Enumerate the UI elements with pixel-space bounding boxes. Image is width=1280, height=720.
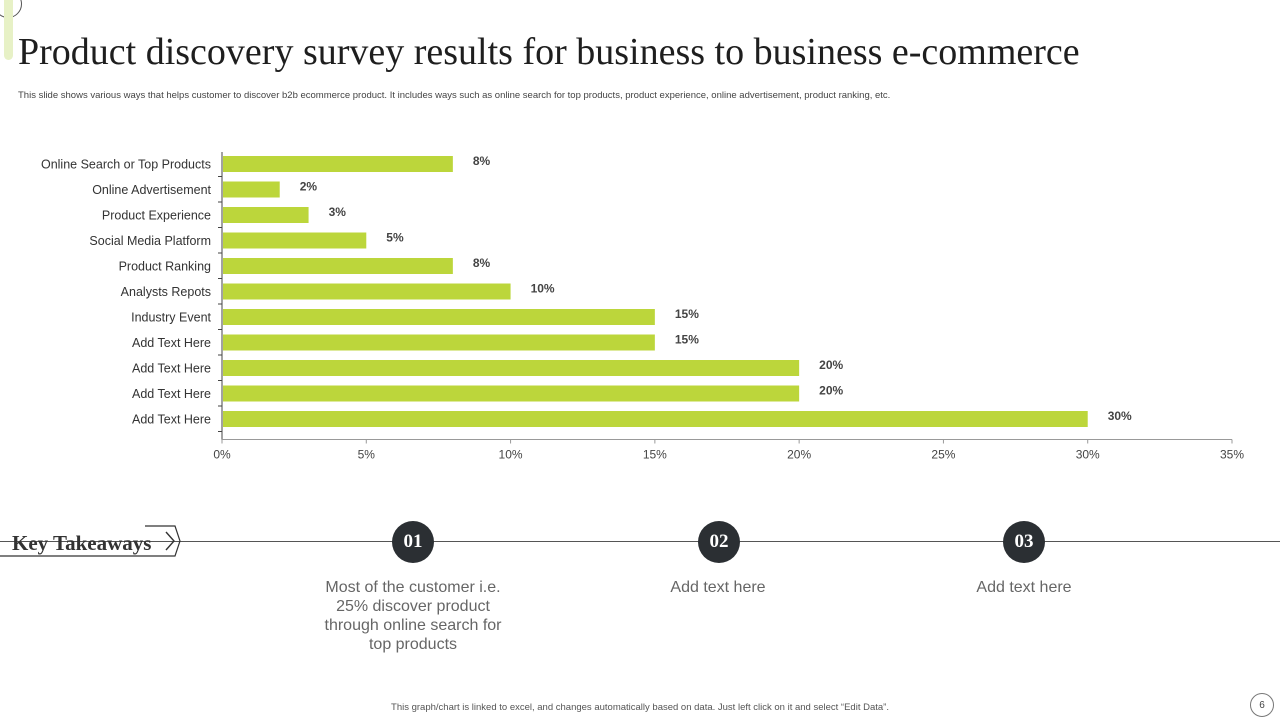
- takeaway-step-2-text: Add text here: [670, 579, 766, 596]
- bar-7[interactable]: [223, 309, 655, 325]
- data-label-2: 2%: [300, 180, 318, 194]
- takeaway-step-1-badge: 01: [392, 521, 434, 563]
- takeaways-label-shape: [0, 525, 181, 557]
- bar-9[interactable]: [223, 360, 800, 376]
- category-label-4: Social Media Platform: [89, 234, 211, 248]
- slide-title: Product discovery survey results for bus…: [18, 31, 1080, 73]
- x-tick-label-6: 25%: [931, 448, 955, 461]
- slide-subtitle: This slide shows various ways that helps…: [18, 90, 891, 101]
- takeaways-timeline-line: [0, 541, 1280, 542]
- data-label-8: 15%: [675, 333, 699, 347]
- x-tick-label-7: 30%: [1076, 448, 1100, 461]
- x-tick-label-4: 15%: [643, 448, 667, 461]
- footer-note: This graph/chart is linked to excel, and…: [391, 702, 889, 713]
- bar-chart[interactable]: Online Search or Top Products 8% Online Ad…: [0, 140, 1280, 460]
- data-label-11: 30%: [1108, 409, 1132, 423]
- data-label-10: 20%: [819, 384, 843, 398]
- category-label-3: Product Experience: [102, 209, 211, 223]
- bar-11[interactable]: [223, 411, 1088, 427]
- category-label-6: Analysts Repots: [121, 285, 211, 299]
- x-tick-label-3: 10%: [499, 448, 523, 461]
- takeaway-step-3-text: Add text here: [976, 579, 1072, 596]
- key-takeaways-label: Key Takeaways: [12, 531, 152, 555]
- category-label-9: Add Text Here: [132, 362, 211, 376]
- x-tick-label-1: 0%: [213, 448, 231, 461]
- category-label-8: Add Text Here: [132, 336, 211, 350]
- takeaway-step-2-badge: 02: [698, 521, 740, 563]
- data-label-5: 8%: [473, 256, 491, 270]
- bar-5[interactable]: [223, 258, 453, 274]
- data-label-3: 3%: [329, 205, 347, 219]
- bar-2[interactable]: [223, 181, 280, 198]
- category-label-1: Online Search or Top Products: [41, 158, 211, 172]
- data-label-7: 15%: [675, 307, 699, 321]
- bar-6[interactable]: [223, 283, 511, 300]
- takeaway-step-1-text: Most of the customer i.e. 25% discover p…: [324, 579, 502, 653]
- bar-1[interactable]: [223, 156, 453, 172]
- category-label-5: Product Ranking: [119, 260, 211, 274]
- bar-8[interactable]: [223, 334, 655, 351]
- category-label-11: Add Text Here: [132, 413, 211, 427]
- bar-4[interactable]: [223, 232, 367, 249]
- decorative-accent-bar: [4, 0, 13, 60]
- page-number: 6: [1250, 693, 1274, 717]
- category-label-2: Online Advertisement: [92, 183, 211, 197]
- data-label-4: 5%: [386, 231, 404, 245]
- takeaway-step-3-badge: 03: [1003, 521, 1045, 563]
- bar-10[interactable]: [223, 385, 800, 402]
- x-tick-label-2: 5%: [358, 448, 376, 461]
- category-label-10: Add Text Here: [132, 387, 211, 401]
- x-tick-label-5: 20%: [787, 448, 811, 461]
- data-label-9: 20%: [819, 358, 843, 372]
- data-label-1: 8%: [473, 154, 491, 168]
- bar-3[interactable]: [223, 207, 309, 223]
- x-tick-label-8: 35%: [1220, 448, 1244, 461]
- category-label-7: Industry Event: [131, 311, 211, 325]
- data-label-6: 10%: [531, 282, 555, 296]
